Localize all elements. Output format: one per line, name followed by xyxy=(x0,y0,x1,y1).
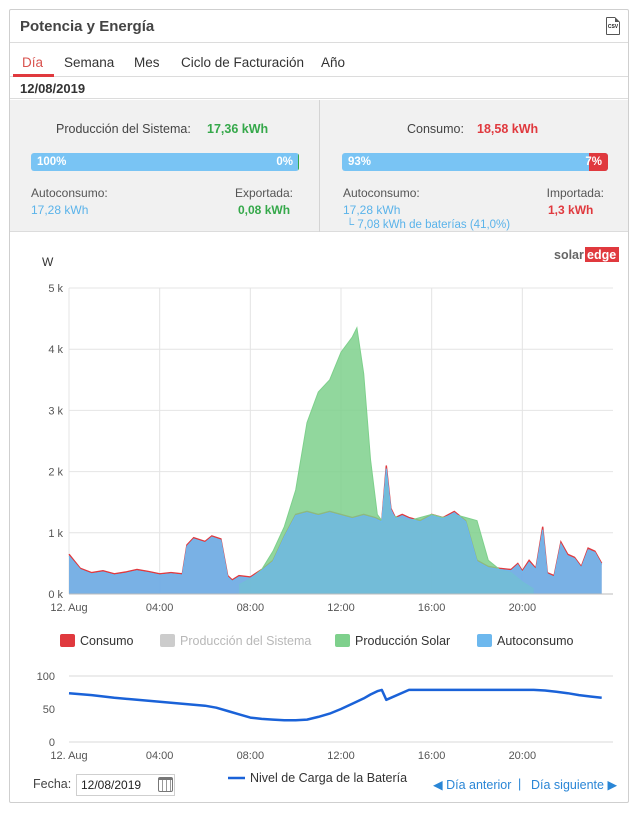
legend-swatch xyxy=(160,634,175,647)
legend-label: Consumo xyxy=(80,634,134,648)
line-autoconsumo xyxy=(68,468,603,582)
period-tabs: Día Semana Mes Ciclo de Facturación Año xyxy=(10,43,628,77)
production-self-value: 17,28 kWh xyxy=(31,203,89,217)
main-y-tick-label: 0 k xyxy=(48,589,63,601)
main-y-tick-label: 3 k xyxy=(48,405,63,417)
battery-x-tick-label: 12:00 xyxy=(327,750,355,762)
battery-chart-grid xyxy=(69,675,613,743)
consumption-self-percent: 93% xyxy=(348,156,372,168)
main-x-tick-label: 20:00 xyxy=(509,602,537,614)
production-export-segment xyxy=(297,153,299,171)
chevron-left-icon: ◀ xyxy=(433,778,447,792)
panel-header: Potencia y Energía CSV xyxy=(10,10,628,43)
production-export-value: 0,08 kWh xyxy=(238,203,291,217)
legend-label: Autoconsumo xyxy=(497,634,573,648)
main-chart-axes: 0 k 1 k 2 k 3 k 4 k 5 k 12. Aug 04:00 08:00 12:00… xyxy=(48,283,613,614)
csv-export-icon[interactable]: CSV xyxy=(606,17,620,35)
active-tab-indicator xyxy=(13,74,54,77)
consumption-import-percent: 7% xyxy=(585,156,602,168)
battery-level-line xyxy=(68,688,602,722)
previous-day-label: Día anterior xyxy=(446,778,512,792)
legend-item[interactable]: Autoconsumo xyxy=(477,634,573,648)
consumption-self-label: Autoconsumo: xyxy=(343,186,420,200)
legend-swatch xyxy=(335,634,350,647)
production-export-label: Exportada: xyxy=(234,186,293,200)
tab-day[interactable]: Día xyxy=(22,55,44,70)
main-x-tick-label: 04:00 xyxy=(146,602,174,614)
legend-swatch xyxy=(60,634,75,647)
consumption-label: Consumo: xyxy=(407,122,464,136)
chevron-right-icon: ▶ xyxy=(603,778,618,792)
main-x-tick-label: 16:00 xyxy=(418,602,446,614)
consumption-import-segment xyxy=(589,153,608,171)
main-x-tick-label: 12. Aug xyxy=(50,602,87,614)
battery-x-tick-label: 04:00 xyxy=(146,750,174,762)
battery-chart-series xyxy=(68,688,602,722)
tab-month[interactable]: Mes xyxy=(134,55,160,70)
production-self-label: Autoconsumo: xyxy=(31,186,108,200)
logo-edge-text: edge xyxy=(587,248,616,262)
battery-y-tick-label: 100 xyxy=(37,671,55,683)
battery-x-tick-label: 16:00 xyxy=(418,750,446,762)
consumption-self-value: 17,28 kWh xyxy=(343,203,401,217)
legend-label: Producción del Sistema xyxy=(180,634,311,648)
nav-separator: | xyxy=(518,777,522,791)
battery-legend-label: Nivel de Carga de la Batería xyxy=(250,771,407,785)
main-x-tick-label: 12:00 xyxy=(327,602,355,614)
consumption-import-label: Importada: xyxy=(546,186,604,200)
logo-solar-text: solar xyxy=(554,248,584,262)
battery-y-tick-label: 0 xyxy=(49,737,55,749)
charts-area: solar edge W 0 k 1 k 2 k 3 k 4 k 5 k 12. Aug 04… xyxy=(10,232,628,802)
current-date: 12/08/2019 xyxy=(20,81,86,96)
date-field-label: Fecha: xyxy=(33,777,72,791)
power-axis-unit: W xyxy=(42,255,54,269)
consumption-import-value: 1,3 kWh xyxy=(548,203,594,217)
main-x-tick-label: 08:00 xyxy=(237,602,265,614)
battery-x-tick-label: 20:00 xyxy=(509,750,537,762)
panel-title: Potencia y Energía xyxy=(20,18,155,35)
power-energy-panel: Potencia y Energía CSV Día Semana Mes Ci… xyxy=(9,9,629,803)
tab-week[interactable]: Semana xyxy=(64,55,115,70)
legend-item[interactable]: Producción Solar xyxy=(335,634,450,648)
production-self-percent: 100% xyxy=(37,156,67,168)
battery-y-tick-label: 50 xyxy=(43,704,55,716)
main-y-tick-label: 5 k xyxy=(48,283,63,295)
summary-divider xyxy=(319,100,320,232)
production-label: Producción del Sistema: xyxy=(56,122,191,136)
legend-swatch xyxy=(477,634,492,647)
next-day-link[interactable]: Día siguiente ▶ xyxy=(531,777,617,792)
battery-x-tick-label: 12. Aug xyxy=(50,750,87,762)
legend-item[interactable]: Consumo xyxy=(60,634,134,648)
battery-legend-item[interactable]: Nivel de Carga de la Batería xyxy=(228,771,407,785)
production-export-percent: 0% xyxy=(276,156,293,168)
next-day-label: Día siguiente xyxy=(531,778,604,792)
previous-day-link[interactable]: ◀ Día anterior xyxy=(433,777,511,792)
calendar-icon[interactable] xyxy=(158,777,173,792)
consumption-bar: 93% 7% xyxy=(342,153,608,171)
area-autoconsumo xyxy=(69,468,602,594)
battery-chart-legend: Nivel de Carga de la Batería xyxy=(228,771,407,785)
main-y-tick-label: 4 k xyxy=(48,344,63,356)
legend-label: Producción Solar xyxy=(355,634,450,648)
date-field[interactable] xyxy=(76,774,175,796)
battery-note: └ 7,08 kWh de baterías (41,0%) xyxy=(346,219,511,231)
legend-item[interactable]: Producción del Sistema xyxy=(160,634,311,648)
logo-edge-box xyxy=(585,247,619,262)
production-value: 17,36 kWh xyxy=(207,122,269,136)
main-y-tick-label: 1 k xyxy=(48,528,63,540)
main-chart-series xyxy=(68,326,603,594)
energy-summary: Producción del Sistema: 17,36 kWh 100% 0… xyxy=(10,100,628,232)
main-y-tick-label: 2 k xyxy=(48,467,63,479)
tab-billing-cycle[interactable]: Ciclo de Facturación xyxy=(181,55,305,70)
date-bar: 12/08/2019 xyxy=(10,78,628,99)
solaredge-logo: solar edge xyxy=(554,247,619,262)
charts-svg: solar edge W 0 k 1 k 2 k 3 k 4 k 5 k 12. Aug 04… xyxy=(37,247,619,785)
production-bar: 100% 0% xyxy=(31,153,299,171)
tab-year[interactable]: Año xyxy=(321,55,346,70)
battery-x-tick-label: 08:00 xyxy=(237,750,265,762)
battery-chart-axes: 0 50 100 12. Aug 04:00 08:00 12:00 16:00 20:00 xyxy=(37,671,536,762)
consumption-value: 18,58 kWh xyxy=(477,122,539,136)
main-chart-legend: Consumo Producción del Sistema Producción … xyxy=(60,634,573,648)
